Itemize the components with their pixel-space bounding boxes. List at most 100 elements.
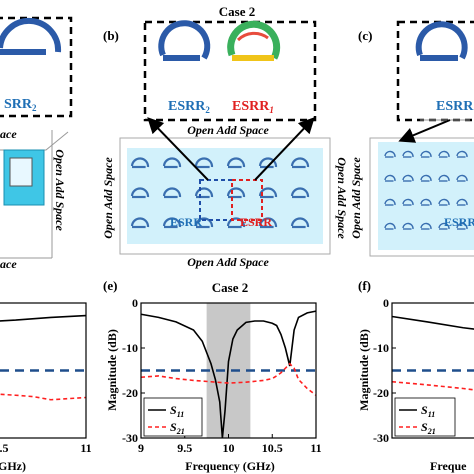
unit-cell-ring-icon [130,187,150,199]
substrate-right [378,142,474,250]
unit-cell-ring-icon [194,157,214,169]
open-space-label-left-vertical: Open Add Space [53,149,67,231]
esrr1-highlight-box [231,179,263,221]
x-tick-label: 9 [138,441,144,455]
panel-b-label: (b) [103,28,119,43]
simulation-box [119,137,331,255]
series-line [0,314,87,322]
unit-cell-ring-icon [384,150,396,158]
unit-cell-ring-icon [438,174,450,182]
unit-cell-array [130,157,310,229]
open-space-label-left: Open Add Space [101,157,115,239]
esrr2-label: ESRR2 [168,99,210,115]
unit-cell-ring-icon [402,174,414,182]
case-2-title-top: Case 2 [219,4,255,19]
esrr2-label-left: SRR2 [4,97,37,113]
zoom-arrow-left [147,117,209,181]
unit-cell-ring-icon [290,217,310,229]
legend-f-s11-label: S11 [421,403,435,419]
unit-cell-ring-icon [226,217,246,229]
unit-cell-ring-icon [162,217,182,229]
unit-cell-ring-icon [384,198,396,206]
esrr-cell-label-c: ESRR [444,215,474,229]
chart-f-xlabel: Freque [430,459,467,473]
esrr-ring-icon-right [415,21,468,60]
unit-cell-ring-icon [384,174,396,182]
open-space-label-top: Open Add Space [187,123,269,137]
y-tick-label: -30 [122,431,138,445]
esrr-ring-icon [0,17,62,53]
open-space-label-left-top: ace [0,127,17,141]
series-line [0,393,87,401]
panel-b: (b) Case 2 ESRR2 ESRR1 Open Add Space Op… [101,4,349,269]
unit-cell-ring-icon [438,198,450,206]
unit-cell-ring-icon [456,222,468,230]
unit-cell-ring-icon [130,217,150,229]
x-tick-label: 9.5 [177,441,192,455]
unit-cell-ring-icon [402,222,414,230]
chart-d-xlabel: GHz) [0,459,26,473]
unit-cell-ring-icon [162,157,182,169]
open-space-label-bottom: Open Add Space [187,255,269,269]
zoom-box-left [0,16,73,118]
unit-cell-ring-icon [194,217,214,229]
legend-s11-label: S11 [170,403,184,419]
y-tick-label: -10 [373,341,389,355]
unit-cell-ring-icon [402,150,414,158]
device-3d-inner [9,157,33,187]
plot-frame [0,302,87,439]
esrr-label-right: ESRR [436,99,474,114]
unit-cell-ring-icon [384,222,396,230]
esrr-cell-label-left: ESRR [170,215,202,229]
y-tick-label: -10 [122,341,138,355]
unit-cell-ring-icon [258,217,278,229]
chart-e-xlabel: Frequency (GHz) [185,459,274,473]
x-tick-label: 10 [223,441,235,455]
y-tick-label: 0 [132,296,138,310]
unit-cell-ring-icon [226,157,246,169]
unit-cell-ring-icon [290,187,310,199]
open-space-label-right: Open Add Space [335,157,349,239]
unit-cell-ring-icon [194,187,214,199]
panel-c-label: (c) [358,28,372,43]
panel-c-partial: (c) ESRR ESRR Open Add Space [349,20,474,257]
unit-cell-ring-icon [420,198,432,206]
unit-cell-array-right [384,150,468,230]
chart-f: (f) Magnitude (dB) Freque 0 -10 -20 -30 S11S… [357,278,474,473]
plot-frame [391,302,474,439]
unit-cell-ring-icon [130,157,150,169]
x-tick-label: 11 [310,441,321,455]
unit-cell-ring-icon [162,187,182,199]
unit-cell-ring-icon [438,222,450,230]
esrr1-label: ESRR1 [232,99,274,115]
unit-cell-ring-icon [420,150,432,158]
esrr2-ring-icon [158,20,211,60]
chart-f-ylabel: Magnitude (dB) [357,329,371,411]
legend-f-s21-label: S21 [421,420,436,436]
panel-f-label: (f) [358,278,371,293]
x-tick-label: 10.5 [0,441,9,455]
unit-cell-ring-icon [438,150,450,158]
unit-cell-ring-icon [456,174,468,182]
unit-cell-ring-icon [420,222,432,230]
series-line [391,315,474,330]
x-tick-label: 11 [80,441,91,455]
y-tick-label: -30 [373,431,389,445]
chart-e-title: Case 2 [212,280,248,295]
esrr1-ring-icon [227,20,281,60]
panel-a-partial: SRR2 ace ace Open Add Space [0,16,73,271]
open-space-label-left-bottom: ace [0,257,17,271]
series-line [140,310,317,439]
unit-cell-ring-icon [258,187,278,199]
y-tick-label: -20 [373,386,389,400]
unit-cell-ring-icon [226,187,246,199]
chart-e: (e) Case 2 Magnitude (dB) Frequency (GHz… [103,278,322,473]
unit-cell-ring-icon [402,198,414,206]
y-tick-label: -20 [122,386,138,400]
substrate [127,148,323,244]
unit-cell-ring-icon [456,198,468,206]
unit-cell-ring-icon [420,174,432,182]
